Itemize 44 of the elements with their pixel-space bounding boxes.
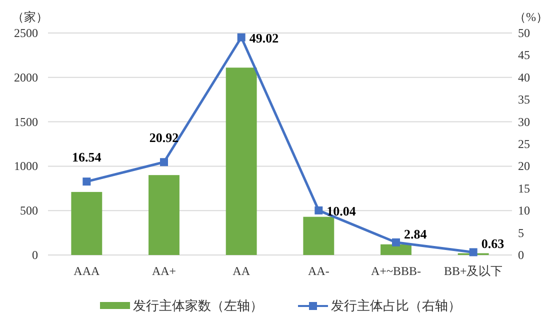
- y2-tick-label: 30: [518, 114, 530, 129]
- y2-tick-label: 45: [518, 48, 530, 62]
- y2-tick-label: 0: [518, 248, 524, 262]
- data-label: 0.63: [481, 236, 505, 252]
- point: [82, 178, 91, 186]
- point: [469, 248, 478, 256]
- y2-tick-label: 40: [518, 70, 530, 84]
- y-tick-label: 0: [32, 248, 38, 262]
- x-tick-label: BB+及以下: [444, 264, 503, 278]
- legend-label: 发行主体家数（左轴）: [133, 298, 263, 313]
- point: [314, 206, 323, 214]
- data-label: 20.92: [149, 130, 179, 146]
- y2-tick-label: 20: [518, 159, 530, 174]
- x-tick-label: AA: [232, 264, 250, 278]
- y2-tick-label: 15: [518, 181, 530, 196]
- y-tick-label: 1500: [14, 114, 38, 129]
- bar: [226, 68, 257, 255]
- point: [160, 158, 168, 166]
- point: [392, 238, 400, 246]
- y-tick-label: 2000: [14, 70, 38, 84]
- y2-tick-label: 25: [518, 137, 530, 151]
- y2-tick-label: 35: [518, 92, 530, 107]
- legend-label: 发行主体占比（右轴）: [331, 298, 461, 313]
- x-tick-label: AA-: [308, 264, 330, 278]
- y-axis-title: （家）: [12, 10, 48, 24]
- bar: [71, 192, 102, 255]
- point: [237, 33, 246, 42]
- bar: [380, 244, 412, 255]
- x-tick-label: AAA: [74, 264, 100, 278]
- y2-tick-label: 50: [518, 26, 530, 40]
- y2-tick-label: 10: [518, 204, 530, 218]
- data-label: 49.02: [249, 30, 279, 46]
- bar: [148, 175, 180, 255]
- data-label: 10.04: [326, 203, 356, 218]
- x-tick-label: AA+: [152, 264, 176, 278]
- y-tick-label: 2500: [14, 26, 38, 40]
- y2-tick-label: 5: [518, 226, 524, 240]
- x-tick-label: A+~BBB-: [371, 264, 421, 278]
- y-tick-label: 500: [20, 204, 38, 218]
- data-label: 16.54: [72, 150, 102, 165]
- y2-axis-title: （%）: [514, 10, 548, 24]
- y-tick-label: 1000: [14, 159, 38, 174]
- bar: [303, 216, 334, 255]
- data-label: 2.84: [404, 226, 428, 242]
